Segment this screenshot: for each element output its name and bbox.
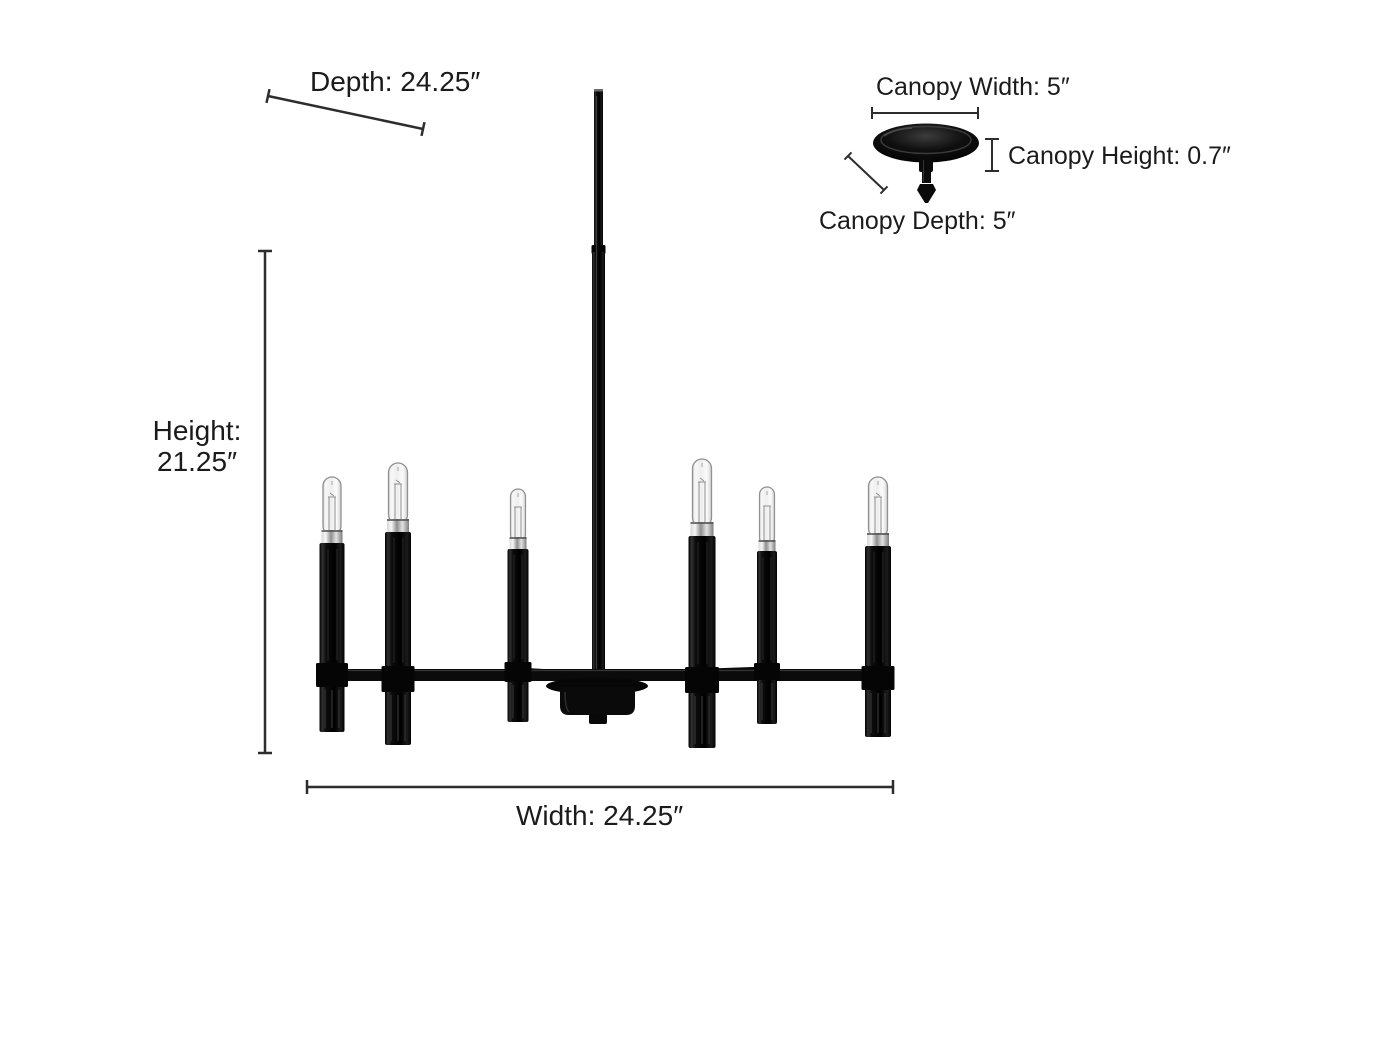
dimension-lines — [258, 88, 999, 794]
canopy-inset — [873, 123, 979, 203]
bulb-icon — [322, 476, 342, 536]
chandelier-hub — [546, 677, 648, 724]
bulb-socket — [321, 530, 343, 543]
candle-collar — [754, 663, 780, 680]
chandelier-rod — [591, 89, 606, 686]
bulb-socket — [509, 537, 527, 549]
candle-collar — [861, 666, 895, 690]
candle-collar — [381, 666, 415, 692]
bulb-icon — [867, 476, 889, 539]
depth-dimension-line — [265, 88, 426, 137]
bulb-icon — [387, 462, 409, 525]
width-dimension-line — [305, 780, 895, 794]
height-label: Height: 21.25″ — [137, 415, 257, 477]
bulb-icon — [509, 488, 527, 543]
canopy-stem — [917, 155, 936, 203]
width-label: Width: 24.25″ — [516, 800, 684, 831]
canopy-width-dimension-line — [871, 107, 979, 119]
canopy-disc — [873, 123, 979, 163]
candle-arm-5 — [754, 486, 780, 724]
candle-body — [507, 549, 529, 722]
candle-body — [757, 551, 777, 724]
bulb-socket — [387, 519, 409, 532]
canopy-height-dimension-line — [985, 138, 999, 172]
canopy-depth-dimension-line — [843, 151, 889, 195]
candle-collar — [685, 667, 719, 693]
bulb-icon — [758, 486, 776, 546]
height-dimension-line — [258, 249, 272, 755]
candle-arm-2 — [381, 462, 415, 745]
canopy-height-label: Canopy Height: 0.7″ — [1008, 142, 1231, 170]
candle-arm-3 — [504, 488, 532, 722]
chandelier-arms — [319, 666, 889, 682]
bulb-socket — [690, 522, 714, 536]
bulb-socket — [867, 533, 889, 546]
canopy-width-label: Canopy Width: 5″ — [876, 73, 1070, 101]
depth-label: Depth: 24.25″ — [310, 66, 481, 97]
height-label-line2: 21.25″ — [157, 446, 237, 477]
bulb-icon — [691, 458, 713, 528]
height-label-line1: Height: — [152, 415, 242, 446]
candle-collar — [504, 662, 532, 682]
candle-body — [688, 536, 716, 748]
candle-arm-6 — [861, 476, 895, 737]
candle-collar — [316, 663, 348, 687]
bulb-socket — [758, 540, 776, 551]
candle-arm-4 — [685, 458, 719, 748]
canopy-depth-label: Canopy Depth: 5″ — [819, 207, 1016, 235]
candle-arm-1 — [316, 476, 348, 732]
